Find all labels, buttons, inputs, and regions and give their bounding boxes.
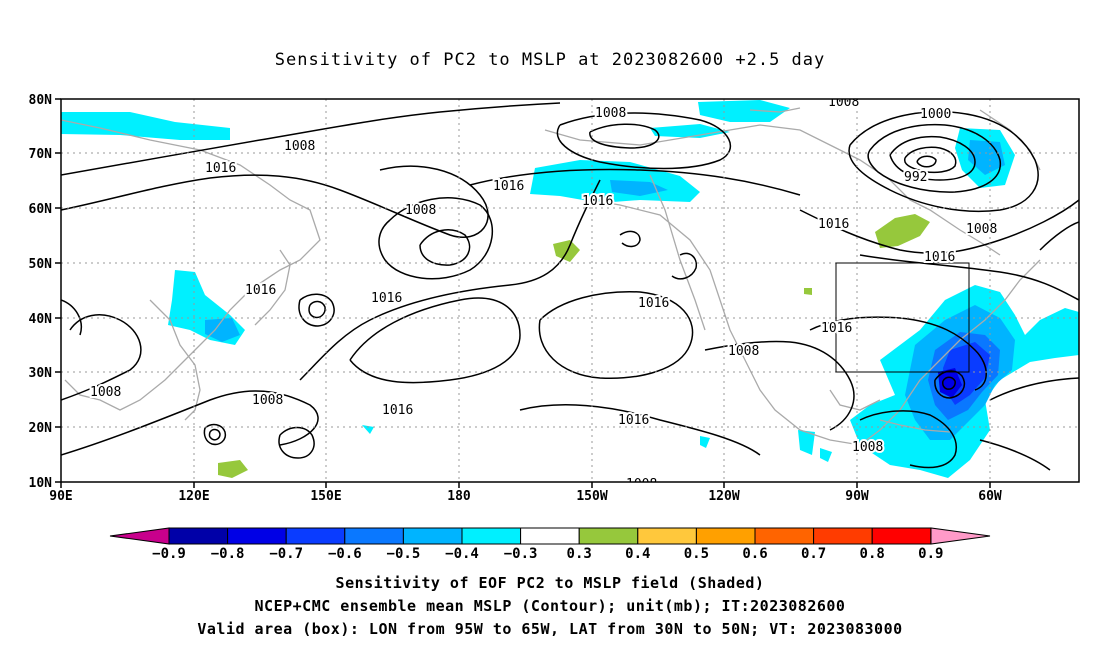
contour-label: 1016 <box>821 321 852 336</box>
lat-label: 50N <box>29 257 53 272</box>
lon-label: 120E <box>178 489 209 504</box>
coastlines <box>61 107 1041 446</box>
lon-label: 60W <box>978 489 1002 504</box>
lon-label: 180 <box>447 489 471 504</box>
contour-label: 1016 <box>493 179 524 194</box>
colorbar-label: −0.6 <box>328 546 362 562</box>
tick-marks <box>55 98 991 488</box>
contour-label: 1008 <box>966 222 997 237</box>
caption-valid-area: Valid area (box): LON from 95W to 65W, L… <box>197 620 903 638</box>
contour-label: 1008 <box>405 203 436 218</box>
contour-label: 1000 <box>920 107 951 122</box>
contour-label: 1008 <box>852 440 883 455</box>
colorbar-cell <box>227 527 287 545</box>
valid-area-box <box>835 262 970 373</box>
colorbar: −0.9 −0.8 −0.7 −0.6 −0.5 −0.4 −0.3 0.3 0.4 0.5 0.6… <box>109 527 991 562</box>
colorbar-label: 0.7 <box>801 546 826 562</box>
contour-label: 1016 <box>924 250 955 265</box>
colorbar-low-end <box>109 527 170 545</box>
colorbar-cell <box>871 527 932 545</box>
contour-label: 992 <box>904 170 927 185</box>
contour-label: 1016 <box>618 413 649 428</box>
lat-label: 60N <box>29 202 53 217</box>
colorbar-cell <box>402 527 463 545</box>
colorbar-label: −0.3 <box>504 546 538 562</box>
gridlines <box>61 99 1079 482</box>
contour-label: 1016 <box>638 296 669 311</box>
lon-label: 150W <box>576 489 607 504</box>
contour-labels: 1008 1008 1008 1008 1008 1008 1008 1008 … <box>88 95 999 492</box>
lon-label: 120W <box>708 489 739 504</box>
contour-label: 1008 <box>728 344 759 359</box>
colorbar-cell <box>695 527 756 545</box>
colorbar-cell <box>637 527 697 545</box>
colorbar-cell <box>754 527 815 545</box>
colorbar-label: 0.3 <box>567 546 592 562</box>
caption-contours: NCEP+CMC ensemble mean MSLP (Contour); u… <box>254 597 846 615</box>
caption-shading: Sensitivity of EOF PC2 to MSLP field (Sh… <box>335 574 765 592</box>
lon-label: 90W <box>845 489 869 504</box>
lat-label: 20N <box>29 421 53 436</box>
latitude-labels: 80N 70N 60N 50N 40N 30N 20N 10N <box>29 93 53 491</box>
colorbar-cells <box>168 527 932 545</box>
colorbar-label: 0.6 <box>742 546 767 562</box>
colorbar-label: −0.8 <box>211 546 245 562</box>
lat-label: 70N <box>29 147 53 162</box>
colorbar-cell <box>168 527 229 545</box>
contour-label: 1008 <box>284 139 315 154</box>
colorbar-labels: −0.9 −0.8 −0.7 −0.6 −0.5 −0.4 −0.3 0.3 0.4 0.5 0.6… <box>152 546 943 562</box>
colorbar-high-end <box>930 527 991 545</box>
lat-label: 10N <box>29 476 53 491</box>
colorbar-label: −0.7 <box>269 546 303 562</box>
colorbar-label: −0.9 <box>152 546 186 562</box>
colorbar-cell <box>520 527 580 545</box>
plot-title: Sensitivity of PC2 to MSLP at 2023082600… <box>274 50 826 70</box>
contour-label: 1016 <box>205 161 236 176</box>
contour-label: 1016 <box>245 283 276 298</box>
colorbar-label: 0.5 <box>684 546 709 562</box>
contour-label: 1008 <box>626 477 657 492</box>
colorbar-label: 0.9 <box>918 546 943 562</box>
contour-label: 1008 <box>595 106 626 121</box>
contour-label: 1008 <box>252 393 283 408</box>
longitude-labels: 90E 120E 150E 180 150W 120W 90W 60W <box>49 489 1002 504</box>
contour-label: 1016 <box>582 194 613 209</box>
contour-label: 1016 <box>818 217 849 232</box>
colorbar-label: 0.4 <box>625 546 650 562</box>
lat-label: 30N <box>29 366 53 381</box>
lon-label: 90E <box>49 489 72 504</box>
map-frame <box>60 98 1080 483</box>
mslp-contours <box>61 102 1079 471</box>
lat-label: 40N <box>29 312 53 327</box>
colorbar-label: −0.4 <box>445 546 479 562</box>
contour-label: 1008 <box>90 385 121 400</box>
colorbar-cell <box>578 527 639 545</box>
colorbar-cell <box>344 527 404 545</box>
contour-label: 1008 <box>828 95 859 110</box>
colorbar-cell <box>813 527 873 545</box>
colorbar-cell <box>285 527 346 545</box>
colorbar-label: 0.8 <box>860 546 885 562</box>
lat-label: 80N <box>29 93 53 108</box>
colorbar-label: −0.5 <box>387 546 421 562</box>
contour-label: 1016 <box>382 403 413 418</box>
colorbar-cell <box>461 527 522 545</box>
lon-label: 150E <box>310 489 341 504</box>
map-panel: 1008 1008 1008 1008 1008 1008 1008 1008 … <box>29 93 1080 562</box>
contour-label: 1016 <box>371 291 402 306</box>
